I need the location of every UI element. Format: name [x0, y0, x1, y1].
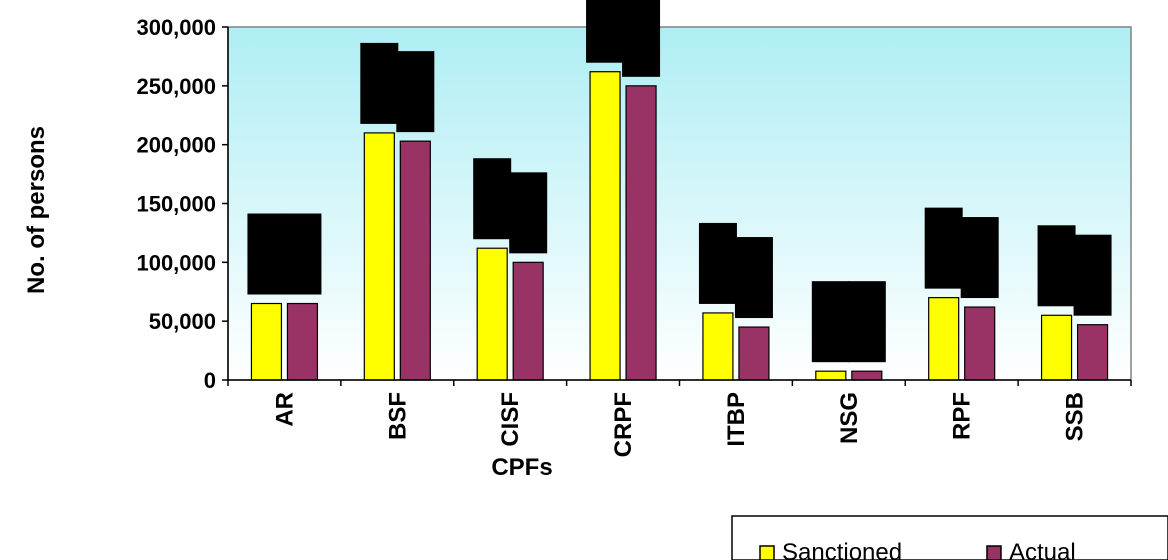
y-tick-label: 200,000 — [136, 133, 216, 158]
x-tick-label: CISF — [497, 392, 524, 447]
legend-label-actual: Actual — [1009, 539, 1076, 560]
x-tick-label: BSF — [384, 392, 411, 440]
x-tick-label: AR — [271, 392, 298, 427]
y-tick-label: 50,000 — [149, 309, 216, 334]
redaction-box — [283, 213, 322, 295]
redaction-box — [622, 0, 661, 77]
x-tick-label: NSG — [836, 392, 863, 444]
y-tick-label: 250,000 — [136, 74, 216, 99]
x-axis-title: CPFs — [491, 454, 552, 481]
y-axis-title: No. of persons — [23, 126, 50, 294]
bar-sanctioned-cisf — [476, 247, 508, 381]
redaction-box — [1037, 225, 1076, 307]
redaction-box — [698, 222, 737, 304]
redaction-box — [509, 172, 548, 254]
bar-actual-cisf — [512, 261, 544, 381]
redaction-box — [1073, 234, 1112, 316]
bar-actual-bsf — [399, 140, 431, 381]
bar-actual-ssb — [1076, 324, 1109, 381]
bar-sanctioned-ar — [250, 302, 283, 381]
y-tick-label: 150,000 — [136, 192, 216, 217]
y-tick-label: 300,000 — [136, 15, 216, 40]
redaction-box — [924, 207, 963, 289]
bar-actual-nsg — [851, 370, 883, 381]
redaction-box — [247, 213, 286, 295]
redaction-box — [586, 0, 625, 63]
x-tick-label: SSB — [1062, 392, 1089, 441]
legend-box — [731, 515, 1168, 560]
legend-swatch-actual — [986, 545, 1002, 560]
bar-sanctioned-bsf — [363, 132, 395, 381]
bar-actual-crpf — [625, 85, 657, 381]
bar-sanctioned-itbp — [702, 312, 734, 381]
bar-actual-ar — [286, 302, 319, 381]
redaction-box — [734, 237, 773, 319]
bar-sanctioned-nsg — [815, 370, 847, 381]
redaction-box — [960, 217, 999, 299]
x-tick-label: ITBP — [723, 392, 750, 447]
bar-sanctioned-rpf — [928, 297, 960, 381]
bar-actual-rpf — [964, 306, 996, 381]
legend-swatch-sanctioned — [759, 545, 775, 560]
redaction-box — [396, 51, 435, 133]
x-tick-label: CRPF — [610, 392, 637, 457]
redaction-box — [847, 281, 886, 363]
redaction-box — [473, 158, 512, 240]
legend: Sanctioned Actual — [731, 515, 1168, 560]
x-tick-label: RPF — [949, 392, 976, 440]
bar-sanctioned-crpf — [589, 71, 621, 381]
y-tick-label: 0 — [204, 368, 216, 393]
bar-sanctioned-ssb — [1040, 314, 1073, 381]
legend-label-sanctioned: Sanctioned — [782, 539, 902, 560]
bar-actual-itbp — [738, 326, 770, 381]
y-tick-label: 100,000 — [136, 250, 216, 275]
redaction-box — [360, 42, 399, 124]
redaction-box — [811, 281, 850, 363]
